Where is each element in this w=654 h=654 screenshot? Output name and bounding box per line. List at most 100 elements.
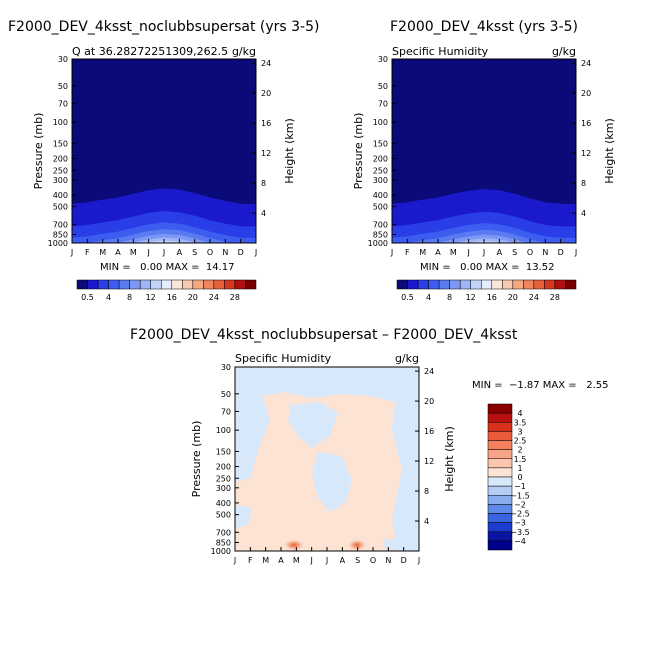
colorbar-label: −4 xyxy=(514,537,526,546)
pressure-tick-label: 400 xyxy=(53,191,68,200)
colorbar-label: 0.5 xyxy=(81,293,94,302)
pressure-tick-label: 150 xyxy=(373,139,388,148)
pressure-tick-label: 500 xyxy=(53,203,68,212)
panel-b-stats: MIN = 0.00 MAX = 13.52 xyxy=(420,262,554,273)
colorbar-label: 0 xyxy=(517,473,522,482)
month-tick-label: M xyxy=(99,248,106,257)
colorbar-swatch xyxy=(87,279,99,290)
month-tick-label: N xyxy=(222,248,228,257)
colorbar-swatch xyxy=(459,279,471,290)
height-tick-label: 16 xyxy=(424,427,434,436)
month-tick-label: O xyxy=(527,248,533,257)
pressure-tick-label: 150 xyxy=(216,447,231,456)
colorbar-label: −2 xyxy=(514,500,526,509)
colorbar-label: 28 xyxy=(550,293,560,302)
pressure-tick-label: 30 xyxy=(58,55,68,64)
pressure-tick-label: 700 xyxy=(53,220,68,229)
pressure-tick-label: 100 xyxy=(216,426,231,435)
month-tick-label: A xyxy=(278,556,284,565)
pressure-tick-label: 300 xyxy=(373,176,388,185)
pressure-tick-label: 100 xyxy=(53,118,68,127)
colorbar-swatch xyxy=(213,279,225,290)
month-tick-label: J xyxy=(233,556,236,565)
colorbar-swatch xyxy=(487,495,513,505)
colorbar-label: −1.5 xyxy=(510,491,529,500)
colorbar-swatch xyxy=(487,440,513,450)
pressure-tick-label: 200 xyxy=(373,155,388,164)
month-tick-label: D xyxy=(558,248,564,257)
height-tick-label: 12 xyxy=(424,457,434,466)
contour-band xyxy=(283,539,305,551)
colorbar-label: −3 xyxy=(514,519,526,528)
colorbar-swatch xyxy=(565,279,577,290)
pressure-tick-label: 1000 xyxy=(368,239,388,248)
panel-c-contours xyxy=(235,367,419,551)
colorbar-label: 4 xyxy=(426,293,431,302)
pressure-tick-label: 1000 xyxy=(211,547,231,556)
month-tick-label: D xyxy=(238,248,244,257)
colorbar-label: 2.5 xyxy=(514,437,527,446)
colorbar-swatch xyxy=(182,279,194,290)
panel-a-ylabel: Pressure (mb) xyxy=(32,113,45,190)
height-tick-label: 8 xyxy=(581,179,586,188)
contour-band xyxy=(235,396,270,482)
pressure-tick-label: 500 xyxy=(373,203,388,212)
panel-a-contours xyxy=(72,59,256,243)
pressure-tick-label: 100 xyxy=(373,118,388,127)
contour-band xyxy=(347,539,367,551)
panel-a-subtitle: Q at 36.28272251309,262.5 xyxy=(72,45,228,58)
month-tick-label: A xyxy=(497,248,503,257)
colorbar-swatch xyxy=(523,279,535,290)
colorbar-swatch xyxy=(428,279,440,290)
pressure-tick-label: 300 xyxy=(53,176,68,185)
colorbar-swatch xyxy=(150,279,162,290)
pressure-tick-label: 30 xyxy=(378,55,388,64)
pressure-tick-label: 700 xyxy=(216,528,231,537)
colorbar-swatch xyxy=(487,431,513,441)
pressure-tick-label: 850 xyxy=(373,230,388,239)
colorbar-label: 2 xyxy=(517,446,522,455)
pressure-tick-label: 70 xyxy=(58,99,68,108)
height-tick-label: 16 xyxy=(261,119,271,128)
month-tick-label: S xyxy=(192,248,197,257)
height-tick-label: 20 xyxy=(581,89,591,98)
colorbar-swatch xyxy=(487,412,513,423)
pressure-tick-label: 70 xyxy=(221,407,231,416)
pressure-tick-label: 300 xyxy=(216,484,231,493)
height-tick-label: 16 xyxy=(581,119,591,128)
month-tick-label: S xyxy=(355,556,360,565)
colorbar-swatch xyxy=(487,513,513,523)
height-tick-label: 20 xyxy=(424,397,434,406)
month-tick-label: A xyxy=(435,248,441,257)
pressure-tick-label: 150 xyxy=(53,139,68,148)
pressure-tick-label: 500 xyxy=(216,511,231,520)
month-tick-label: N xyxy=(385,556,391,565)
pressure-tick-label: 250 xyxy=(216,474,231,483)
month-tick-label: A xyxy=(177,248,183,257)
colorbar-swatch xyxy=(491,279,503,290)
colorbar-label: 0.5 xyxy=(401,293,414,302)
panel-a-units: g/kg xyxy=(232,45,256,58)
colorbar-swatch xyxy=(487,540,513,551)
month-tick-label: A xyxy=(115,248,121,257)
colorbar-swatch xyxy=(224,279,236,290)
month-tick-label: J xyxy=(70,248,73,257)
colorbar-label: −1 xyxy=(514,482,526,491)
colorbar-label: 24 xyxy=(209,293,219,302)
panel-b-subtitle: Specific Humidity xyxy=(392,45,489,58)
colorbar-label: 28 xyxy=(230,293,240,302)
height-tick-label: 24 xyxy=(424,367,434,376)
colorbar-swatch xyxy=(417,279,429,290)
colorbar-swatch xyxy=(76,279,88,290)
panel-c-ylabel-right: Height (km) xyxy=(443,426,456,492)
panel-b-ylabel-right: Height (km) xyxy=(603,118,616,184)
month-tick-label: J xyxy=(482,248,485,257)
colorbar-swatch xyxy=(438,279,450,290)
contour-band xyxy=(392,398,419,551)
colorbar-swatch xyxy=(192,279,204,290)
colorbar-swatch xyxy=(487,504,513,514)
panel-c-colorbar: 43.532.521.510−1−1.5−2−2.5−3−3.5−4 xyxy=(487,403,530,551)
colorbar-swatch xyxy=(487,403,513,414)
